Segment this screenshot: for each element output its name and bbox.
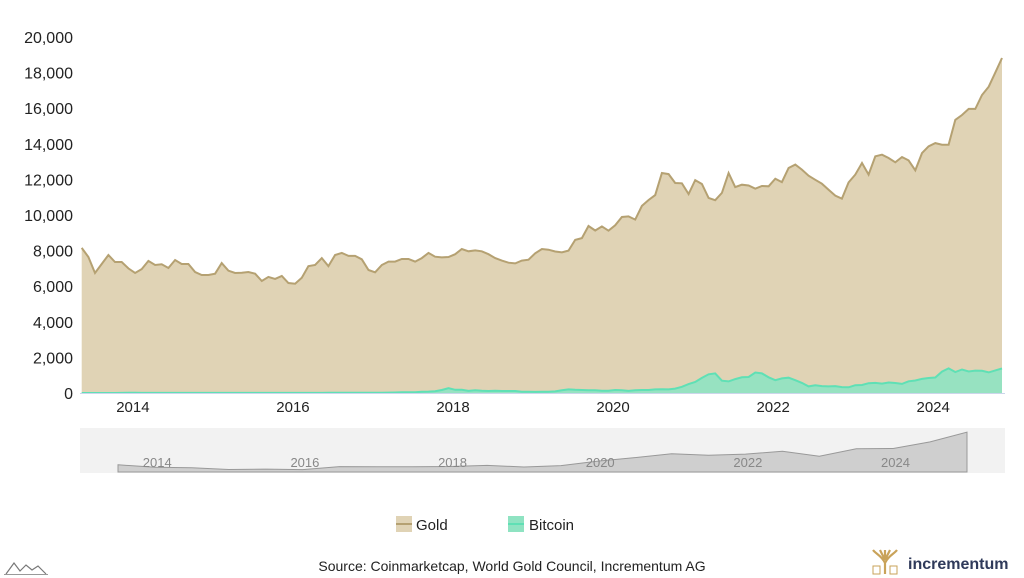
legend-item-bitcoin[interactable]: Bitcoin [508,516,574,534]
navigator-tick-label: 2024 [881,455,910,470]
navigator-tick-label: 2020 [586,455,615,470]
navigator-axis: 2014 2016 2018 2020 2022 2024 [143,455,910,470]
y-tick-label: 6,000 [33,279,73,296]
source-note: Source: Coinmarketcap, World Gold Counci… [318,558,705,574]
y-tick-label: 2,000 [33,350,73,367]
y-tick-label: 12,000 [24,172,73,189]
y-tick-label: 20,000 [24,30,73,47]
y-tick-label: 16,000 [24,101,73,118]
y-tick-label: 0 [64,386,73,403]
line-bitcoin [81,367,1003,394]
plot-area [80,57,1003,394]
y-tick-label: 10,000 [24,208,73,225]
x-tick-label: 2014 [116,399,149,416]
legend-item-gold[interactable]: Gold [396,516,448,534]
area-bitcoin [81,368,1002,393]
navigator-tick-label: 2022 [733,455,762,470]
x-tick-label: 2024 [916,399,949,416]
x-tick-label: 2018 [436,399,469,416]
x-axis: 2014 2016 2018 2020 2022 2024 [116,399,950,416]
y-tick-label: 4,000 [33,315,73,332]
tree-icon [872,549,898,575]
x-tick-label: 2016 [276,399,309,416]
x-tick-label: 2020 [596,399,629,416]
navigator-series [117,431,968,473]
y-tick-label: 8,000 [33,244,73,261]
navigator-tick-label: 2016 [290,455,319,470]
x-tick-label: 2022 [756,399,789,416]
y-axis: 0 2,000 4,000 6,000 8,000 10,000 12,000 14,000 1… [24,30,73,403]
y-tick-label: 14,000 [24,137,73,154]
navigator[interactable]: 2014 2016 2018 2020 2022 2024 [80,428,1005,473]
navigator-tick-label: 2014 [143,455,172,470]
legend: Gold Bitcoin [396,516,574,534]
line-gold [80,57,1003,285]
brand-name: incrementum [908,556,1008,573]
legend-label-bitcoin: Bitcoin [529,517,574,534]
y-tick-label: 18,000 [24,66,73,83]
legend-label-gold: Gold [416,517,448,534]
navigator-tick-label: 2018 [438,455,467,470]
area-gold [81,58,1002,393]
mountain-icon [4,561,48,575]
